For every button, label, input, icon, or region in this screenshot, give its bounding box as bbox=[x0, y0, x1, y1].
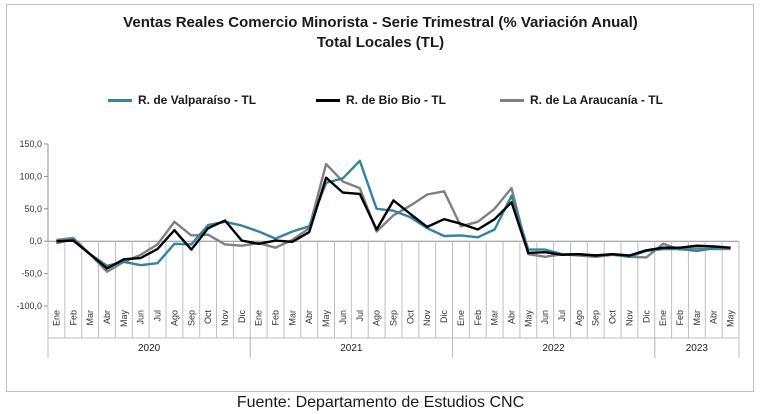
x-tick-label: Mar bbox=[692, 310, 702, 326]
legend-swatch-valparaiso bbox=[108, 98, 132, 102]
x-tick-label: Feb bbox=[271, 310, 281, 326]
x-tick-label: Dic bbox=[237, 310, 247, 323]
legend: R. de Valparaíso - TL R. de Bio Bio - TL… bbox=[0, 93, 761, 113]
x-tick-label: Ene bbox=[254, 310, 264, 326]
y-tick-label: 150,0 bbox=[19, 139, 42, 149]
legend-label-valparaiso: R. de Valparaíso - TL bbox=[138, 93, 257, 107]
x-tick-label: May bbox=[321, 310, 331, 328]
y-tick-label: 0,0 bbox=[29, 236, 42, 246]
x-tick-label: Jul bbox=[355, 310, 365, 322]
legend-item-araucania: R. de La Araucanía - TL bbox=[500, 93, 663, 107]
x-tick-label: Ago bbox=[169, 310, 179, 326]
year-label: 2023 bbox=[686, 343, 709, 354]
y-tick-label: 50,0 bbox=[24, 204, 42, 214]
x-tick-label: Jul bbox=[557, 310, 567, 322]
x-tick-label: Mar bbox=[85, 310, 95, 326]
chart-title: Ventas Reales Comercio Minorista - Serie… bbox=[123, 14, 638, 31]
y-tick-label: -100,0 bbox=[16, 301, 42, 311]
x-tick-label: Ago bbox=[372, 310, 382, 326]
source-note: Fuente: Departamento de Estudios CNC bbox=[236, 394, 525, 411]
legend-label-araucania: R. de La Araucanía - TL bbox=[530, 93, 663, 107]
chart-subtitle: Total Locales (TL) bbox=[316, 34, 445, 51]
x-tick-label: May bbox=[523, 310, 533, 328]
x-tick-label: Mar bbox=[287, 310, 297, 326]
year-label: 2020 bbox=[138, 343, 161, 354]
legend-swatch-araucania bbox=[500, 98, 524, 102]
x-tick-label: Nov bbox=[624, 310, 634, 327]
series-line-1 bbox=[56, 176, 731, 270]
x-tick-label: Abr bbox=[709, 310, 719, 324]
x-tick-label: Ene bbox=[51, 310, 61, 326]
x-tick-label: Dic bbox=[439, 310, 449, 323]
x-tick-label: Abr bbox=[506, 310, 516, 324]
x-tick-label: Oct bbox=[405, 310, 415, 325]
x-tick-label: Ago bbox=[574, 310, 584, 326]
y-tick-label: -50,0 bbox=[21, 269, 42, 279]
year-label: 2021 bbox=[340, 343, 363, 354]
x-tick-label: Sep bbox=[186, 310, 196, 326]
chart-frame bbox=[6, 4, 754, 392]
x-tick-label: Jun bbox=[136, 310, 146, 325]
x-tick-label: Jun bbox=[338, 310, 348, 325]
x-tick-label: May bbox=[726, 310, 736, 328]
x-tick-label: Abr bbox=[102, 310, 112, 324]
x-tick-label: Nov bbox=[422, 310, 432, 327]
x-tick-label: Ene bbox=[658, 310, 668, 326]
x-tick-label: Abr bbox=[304, 310, 314, 324]
year-label: 2022 bbox=[542, 343, 565, 354]
x-tick-label: Feb bbox=[675, 310, 685, 326]
legend-swatch-biobio bbox=[316, 98, 340, 102]
x-tick-label: Oct bbox=[203, 310, 213, 325]
x-tick-label: Feb bbox=[473, 310, 483, 326]
x-tick-label: Feb bbox=[68, 310, 78, 326]
legend-item-biobio: R. de Bio Bio - TL bbox=[316, 93, 446, 107]
x-tick-label: Ene bbox=[456, 310, 466, 326]
x-tick-label: Jun bbox=[540, 310, 550, 325]
legend-item-valparaiso: R. de Valparaíso - TL bbox=[108, 93, 256, 107]
x-tick-label: Dic bbox=[641, 310, 651, 323]
x-tick-label: May bbox=[119, 310, 129, 328]
x-tick-label: Sep bbox=[389, 310, 399, 326]
y-tick-label: 100,0 bbox=[19, 171, 42, 181]
x-tick-label: Nov bbox=[220, 310, 230, 327]
x-tick-label: Sep bbox=[591, 310, 601, 326]
legend-label-biobio: R. de Bio Bio - TL bbox=[346, 93, 446, 107]
x-tick-label: Oct bbox=[608, 310, 618, 325]
x-tick-label: Jul bbox=[153, 310, 163, 322]
x-tick-label: Mar bbox=[490, 310, 500, 326]
